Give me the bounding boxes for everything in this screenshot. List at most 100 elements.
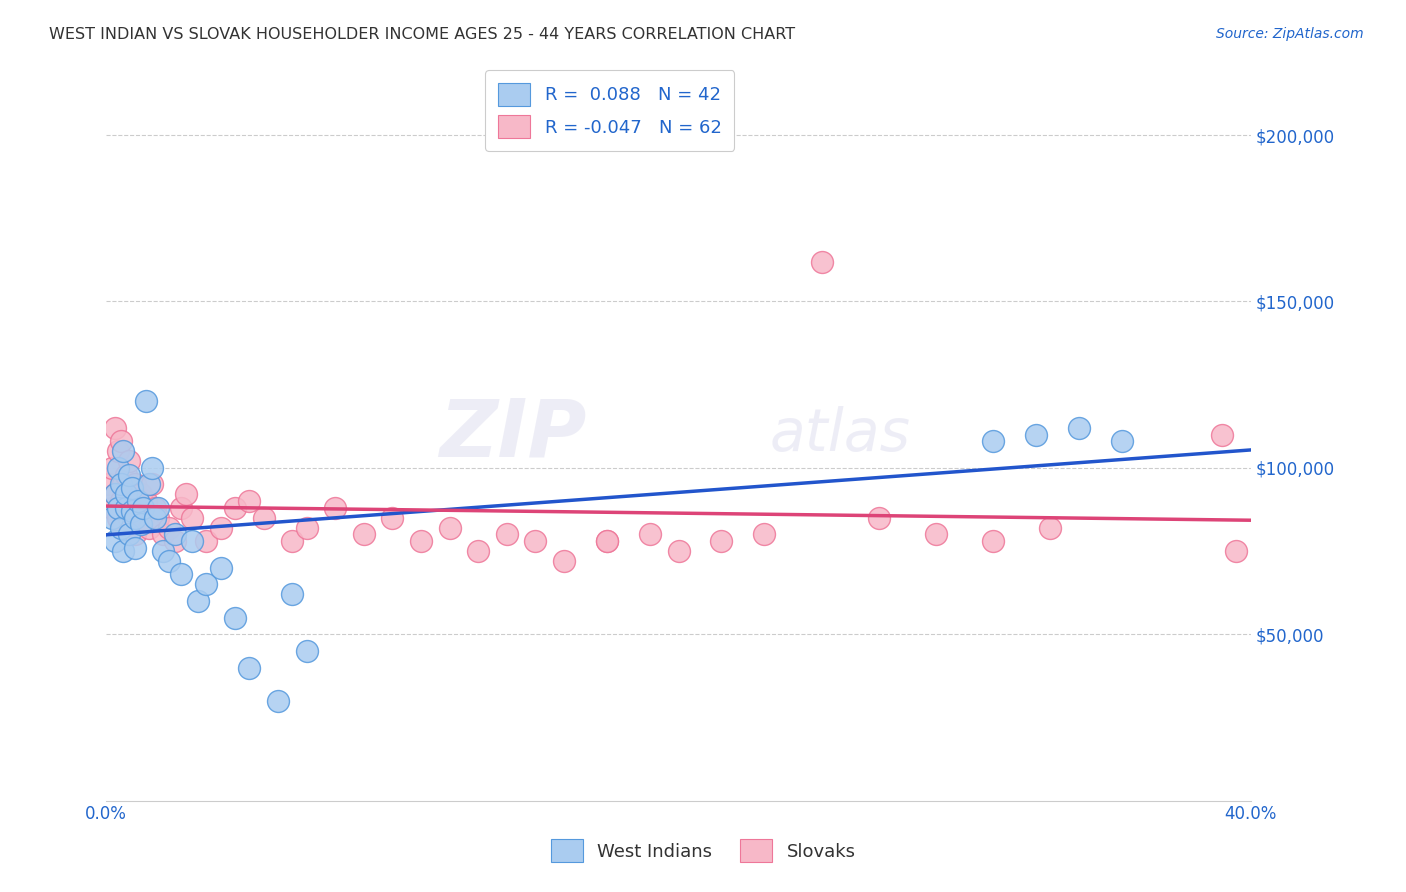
Point	[107, 444, 129, 458]
Point	[115, 500, 138, 515]
Point	[124, 510, 146, 524]
Text: WEST INDIAN VS SLOVAK HOUSEHOLDER INCOME AGES 25 - 44 YEARS CORRELATION CHART: WEST INDIAN VS SLOVAK HOUSEHOLDER INCOME…	[49, 27, 796, 42]
Point	[224, 610, 246, 624]
Point	[295, 644, 318, 658]
Point	[1067, 421, 1090, 435]
Point	[238, 660, 260, 674]
Point	[118, 454, 141, 468]
Point	[224, 500, 246, 515]
Point	[169, 500, 191, 515]
Text: Source: ZipAtlas.com: Source: ZipAtlas.com	[1216, 27, 1364, 41]
Point	[181, 510, 204, 524]
Point	[1211, 427, 1233, 442]
Point	[267, 694, 290, 708]
Point	[135, 494, 157, 508]
Point	[868, 510, 890, 524]
Point	[495, 527, 517, 541]
Point	[107, 510, 129, 524]
Point	[238, 494, 260, 508]
Point	[110, 521, 132, 535]
Point	[112, 544, 135, 558]
Point	[281, 534, 304, 549]
Point	[101, 510, 124, 524]
Point	[110, 477, 132, 491]
Point	[1225, 544, 1247, 558]
Point	[439, 521, 461, 535]
Point	[129, 487, 152, 501]
Point	[353, 527, 375, 541]
Point	[323, 500, 346, 515]
Point	[110, 434, 132, 449]
Point	[1025, 427, 1047, 442]
Point	[146, 500, 169, 515]
Legend: West Indians, Slovaks: West Indians, Slovaks	[543, 832, 863, 870]
Point	[195, 534, 218, 549]
Point	[163, 527, 186, 541]
Point	[668, 544, 690, 558]
Point	[115, 500, 138, 515]
Point	[132, 500, 155, 515]
Point	[146, 510, 169, 524]
Point	[169, 567, 191, 582]
Point	[135, 394, 157, 409]
Point	[252, 510, 274, 524]
Point	[409, 534, 432, 549]
Point	[157, 554, 180, 568]
Point	[132, 510, 155, 524]
Point	[129, 517, 152, 532]
Point	[121, 487, 143, 501]
Point	[138, 521, 160, 535]
Point	[112, 521, 135, 535]
Text: ZIP: ZIP	[440, 395, 586, 474]
Point	[981, 534, 1004, 549]
Point	[553, 554, 575, 568]
Point	[101, 500, 124, 515]
Point	[115, 487, 138, 501]
Point	[925, 527, 948, 541]
Point	[295, 521, 318, 535]
Point	[467, 544, 489, 558]
Point	[118, 467, 141, 482]
Point	[107, 460, 129, 475]
Point	[112, 444, 135, 458]
Point	[124, 527, 146, 541]
Point	[141, 477, 163, 491]
Point	[981, 434, 1004, 449]
Point	[176, 487, 198, 501]
Point	[141, 460, 163, 475]
Point	[124, 477, 146, 491]
Point	[104, 421, 127, 435]
Point	[638, 527, 661, 541]
Point	[101, 460, 124, 475]
Point	[104, 487, 127, 501]
Point	[1111, 434, 1133, 449]
Point	[281, 587, 304, 601]
Point	[195, 577, 218, 591]
Point	[381, 510, 404, 524]
Point	[118, 510, 141, 524]
Point	[152, 544, 174, 558]
Point	[710, 534, 733, 549]
Point	[596, 534, 619, 549]
Point	[104, 487, 127, 501]
Point	[754, 527, 776, 541]
Point	[524, 534, 547, 549]
Point	[121, 504, 143, 518]
Point	[157, 521, 180, 535]
Point	[143, 500, 166, 515]
Point	[107, 500, 129, 515]
Legend: R =  0.088   N = 42, R = -0.047   N = 62: R = 0.088 N = 42, R = -0.047 N = 62	[485, 70, 734, 151]
Point	[209, 521, 232, 535]
Point	[104, 534, 127, 549]
Point	[596, 534, 619, 549]
Point	[1039, 521, 1062, 535]
Point	[124, 541, 146, 555]
Point	[187, 594, 209, 608]
Point	[98, 477, 121, 491]
Point	[810, 254, 832, 268]
Point	[118, 527, 141, 541]
Point	[112, 477, 135, 491]
Point	[143, 510, 166, 524]
Point	[152, 527, 174, 541]
Point	[121, 500, 143, 515]
